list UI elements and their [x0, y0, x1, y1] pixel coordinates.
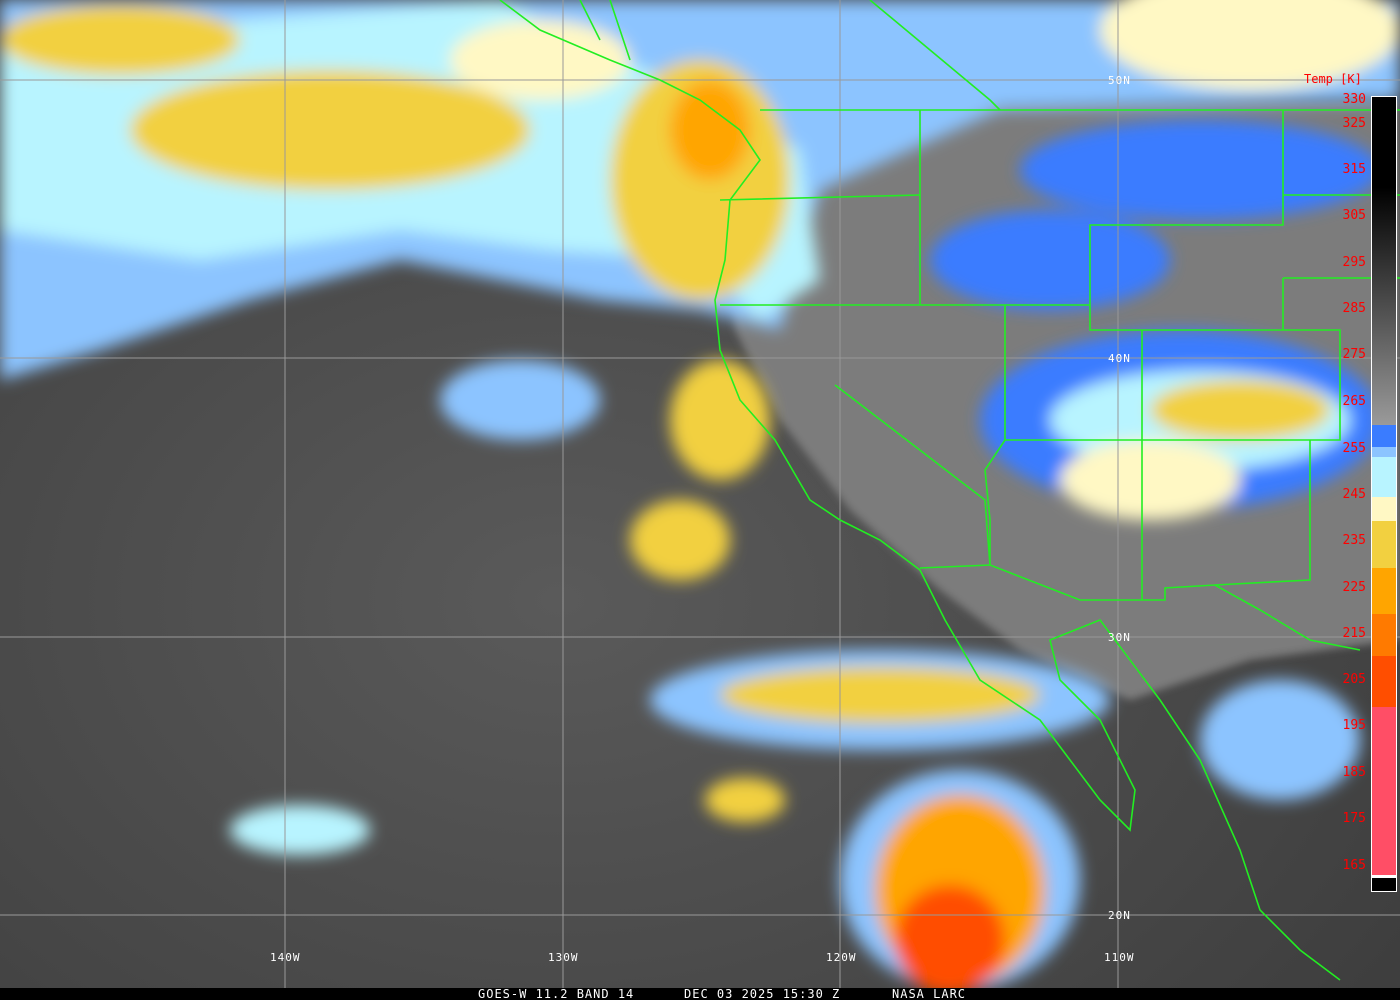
cloud-band-south — [230, 360, 1360, 995]
colorbar-tick-label: 295 — [1342, 255, 1366, 270]
colorbar-tick-label: 245 — [1342, 487, 1366, 502]
colorbar-tick-label: 195 — [1342, 718, 1366, 733]
political-boundaries — [499, 0, 1400, 981]
colorbar-tick-label: 265 — [1342, 394, 1366, 409]
colorbar-tick-label: 255 — [1342, 441, 1366, 456]
satellite-band-label: GOES-W 11.2 BAND 14 — [478, 987, 635, 1000]
lon-label-140w: 140W — [270, 951, 301, 964]
temperature-colorbar — [1371, 96, 1397, 892]
colorbar-tick-label: 330 — [1342, 92, 1366, 107]
colorbar-tick-label: 225 — [1342, 580, 1366, 595]
lat-label-20n: 20N — [1108, 909, 1131, 922]
lon-label-130w: 130W — [548, 951, 579, 964]
colorbar-tick-label: 285 — [1342, 301, 1366, 316]
colorbar-tick-label: 215 — [1342, 626, 1366, 641]
colorbar-tick-label: 275 — [1342, 347, 1366, 362]
cloud-band-southwest-us — [980, 330, 1380, 520]
colorbar-tick-label: 325 — [1342, 116, 1366, 131]
colorbar-tick-label: 205 — [1342, 672, 1366, 687]
colorbar-tick-label: 165 — [1342, 858, 1366, 873]
colorbar-tick-label: 305 — [1342, 208, 1366, 223]
lat-label-30n: 30N — [1108, 631, 1131, 644]
datetime-label: DEC 03 2025 15:30 Z — [684, 987, 841, 1000]
lon-label-120w: 120W — [826, 951, 857, 964]
colorbar-tick-label: 235 — [1342, 533, 1366, 548]
colorbar-title: Temp [K] — [1304, 72, 1362, 86]
colorbar-tick-label: 175 — [1342, 811, 1366, 826]
colorbar-tick-label: 185 — [1342, 765, 1366, 780]
credit-label: NASA LARC — [892, 987, 967, 1000]
lon-label-110w: 110W — [1104, 951, 1135, 964]
lat-label-50n: 50N — [1108, 74, 1131, 87]
colorbar-tick-label: 315 — [1342, 162, 1366, 177]
caption-bar: GOES-W 11.2 BAND 14 DEC 03 2025 15:30 Z … — [0, 988, 1400, 1000]
lat-label-40n: 40N — [1108, 352, 1131, 365]
